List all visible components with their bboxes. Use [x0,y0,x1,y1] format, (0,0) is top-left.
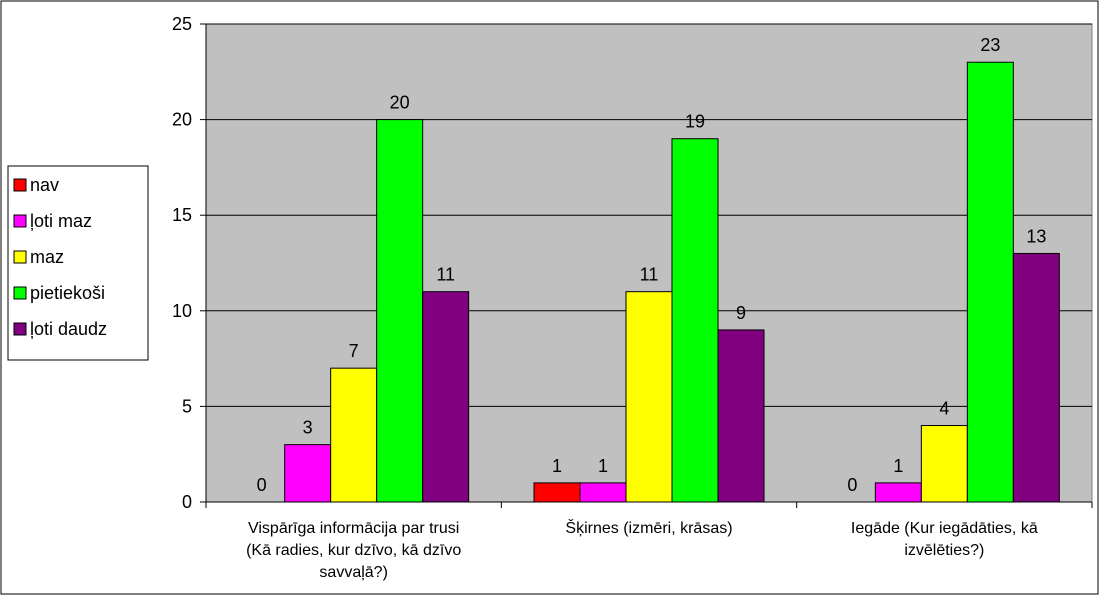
data-label: 4 [939,399,949,419]
bar [579,482,627,503]
bar [671,138,719,503]
legend-entry: ļoti maz [30,211,92,231]
x-tick-label: Šķirnes (izmēri, krāsas) [565,518,732,537]
y-tick-label: 5 [182,396,192,416]
bar [625,291,673,503]
x-tick-label: Iegāde (Kur iegādāties, kā izvēlēties?) [851,520,1038,559]
legend-entry: maz [30,247,64,267]
bar [920,425,968,503]
x-tick-label: Vispārīga informācija par trusi (Kā radie… [246,520,461,581]
data-label: 23 [980,35,1000,55]
y-tick-label: 10 [172,301,192,321]
bar [717,329,765,503]
data-label: 11 [640,265,659,285]
category-labels: Vispārīga informācija par trusi (Kā radie… [246,518,1038,581]
data-label: 7 [349,341,359,361]
bar [376,119,424,503]
legend: nav ļoti maz maz pietiekoši ļoti daudz [7,165,149,361]
legend-swatch [13,322,27,336]
y-tick-label: 0 [182,492,192,512]
data-label: 3 [303,418,313,438]
y-tick-label: 25 [172,14,192,34]
bar [284,444,332,503]
data-label: 11 [436,265,455,285]
data-label: 1 [893,456,903,476]
legend-swatch [13,250,27,264]
legend-swatch [13,286,27,300]
legend-entry: ļoti daudz [30,319,107,339]
data-label: 1 [598,456,608,476]
legend-entry: nav [30,175,59,195]
y-tick-label: 15 [172,205,192,225]
legend-box [7,165,149,361]
bars [284,61,1060,503]
bar [422,291,470,503]
y-tick-label: 20 [172,110,192,130]
y-axis: 0 5 10 15 20 25 [172,14,207,512]
bar [533,482,581,503]
bar [874,482,922,503]
legend-entry: pietiekoši [30,283,105,303]
bar [966,61,1014,503]
data-label: 9 [736,303,746,323]
data-label: 0 [847,475,857,495]
data-label: 1 [552,456,562,476]
bar [1012,252,1060,503]
legend-swatch [13,214,27,228]
data-label: 13 [1026,226,1046,246]
data-label: 20 [390,93,410,113]
legend-swatch [13,178,27,192]
data-label: 0 [257,475,267,495]
data-label: 19 [685,112,705,132]
bar [330,367,378,503]
